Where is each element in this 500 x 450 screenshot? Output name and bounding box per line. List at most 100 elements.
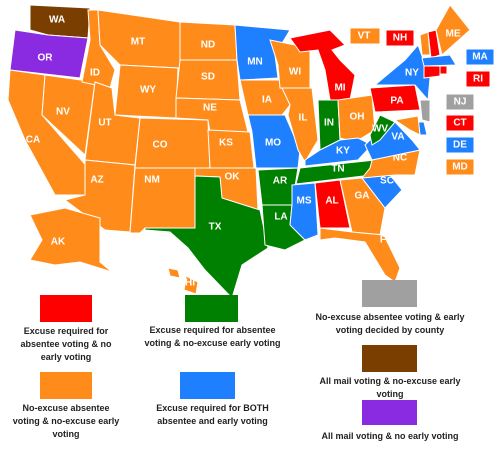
state-label: TX bbox=[209, 222, 222, 233]
state-label: SC bbox=[380, 176, 394, 187]
state-label: NE bbox=[203, 103, 217, 114]
legend-label: No-excuse absentee voting & early voting… bbox=[315, 312, 465, 335]
state-label: LA bbox=[274, 212, 287, 223]
state-label: KY bbox=[336, 146, 350, 157]
state-label: NC bbox=[393, 153, 407, 164]
state-label: KS bbox=[219, 138, 233, 149]
state-label: NV bbox=[56, 107, 70, 118]
state-label: WY bbox=[140, 85, 156, 96]
legend-swatch bbox=[40, 372, 92, 399]
state-label: NM bbox=[144, 175, 160, 186]
legend-swatch bbox=[362, 280, 417, 307]
state-shape bbox=[129, 167, 196, 234]
state-shape bbox=[9, 29, 89, 79]
state-label: IA bbox=[262, 95, 272, 106]
state-label: MD bbox=[452, 162, 468, 173]
state-label: ME bbox=[446, 29, 461, 40]
state-shape bbox=[239, 79, 291, 116]
state-shape bbox=[373, 44, 431, 102]
state-shape bbox=[421, 54, 457, 67]
state-shape bbox=[435, 4, 471, 56]
state-shape bbox=[393, 115, 421, 136]
state-label: AZ bbox=[90, 175, 103, 186]
state-callout bbox=[445, 93, 475, 111]
state-label: MO bbox=[265, 138, 281, 149]
state-shape bbox=[207, 129, 255, 169]
state-label: WV bbox=[372, 124, 388, 135]
state-shape bbox=[281, 87, 319, 163]
legend-label: All mail voting & no-excuse early voting bbox=[319, 376, 461, 399]
state-shape bbox=[319, 227, 401, 283]
state-shape bbox=[419, 31, 431, 56]
state-label: VA bbox=[391, 132, 404, 143]
state-callout bbox=[465, 48, 495, 66]
state-callout bbox=[445, 114, 475, 132]
state-callout bbox=[349, 27, 381, 45]
state-label: DE bbox=[453, 140, 467, 151]
legend-label: Excuse required for absentee voting & no… bbox=[20, 326, 112, 362]
state-shape bbox=[183, 275, 199, 295]
state-label: PA bbox=[390, 96, 403, 107]
state-callout bbox=[385, 29, 415, 47]
state-label: WI bbox=[289, 67, 301, 78]
state-shape bbox=[41, 74, 96, 157]
state-label: TN bbox=[331, 164, 344, 175]
state-shape bbox=[144, 175, 269, 299]
state-label: NH bbox=[393, 33, 407, 44]
state-label: MI bbox=[334, 83, 345, 94]
legend-label: Excuse required for absentee voting & no… bbox=[144, 325, 281, 348]
state-label: MA bbox=[472, 52, 488, 63]
state-shape bbox=[423, 65, 441, 79]
state-label: UT bbox=[98, 118, 111, 129]
state-label: IN bbox=[324, 118, 334, 129]
state-label: MS bbox=[297, 196, 312, 207]
state-shape bbox=[439, 65, 448, 75]
legend-label: Excuse required for BOTH absentee and ea… bbox=[156, 403, 269, 426]
state-label: ID bbox=[90, 68, 100, 79]
state-callout bbox=[465, 70, 491, 88]
state-label: CO bbox=[153, 140, 168, 151]
state-label: OR bbox=[38, 53, 54, 64]
state-label: CA bbox=[26, 135, 40, 146]
state-label: NY bbox=[405, 68, 419, 79]
state-shape bbox=[427, 29, 441, 59]
legend-swatch bbox=[185, 295, 238, 322]
legend-swatch bbox=[362, 400, 417, 425]
state-shape bbox=[167, 267, 181, 279]
state-label: RI bbox=[473, 74, 483, 85]
state-shape bbox=[339, 177, 386, 236]
state-label: SD bbox=[201, 72, 215, 83]
state-shape bbox=[419, 99, 431, 123]
state-label: AR bbox=[273, 176, 288, 187]
us-map: WA OR CA NV ID MT WY UT AZ CO NM ND SD NE KS OK TX MN IA MO… bbox=[7, 4, 495, 299]
state-label: HI bbox=[185, 278, 195, 289]
state-label: AL bbox=[325, 196, 338, 207]
state-shape bbox=[369, 114, 396, 146]
state-label: GA bbox=[355, 191, 370, 202]
state-label: FL bbox=[380, 235, 392, 246]
state-callout bbox=[445, 158, 475, 176]
state-label: OH bbox=[350, 112, 365, 123]
state-shape bbox=[234, 24, 291, 81]
state-shape bbox=[314, 179, 351, 229]
legend-swatch bbox=[40, 295, 92, 322]
state-callout bbox=[445, 136, 475, 154]
state-label: AK bbox=[51, 237, 66, 248]
state-label: OK bbox=[225, 172, 241, 183]
legend-swatch bbox=[180, 372, 235, 399]
state-label: VT bbox=[358, 31, 371, 42]
legend-label: No-excuse absentee voting & no-excuse ea… bbox=[12, 403, 120, 439]
state-shape bbox=[337, 94, 376, 143]
state-label: NJ bbox=[454, 97, 467, 108]
legend-swatch bbox=[362, 345, 417, 372]
state-label: WA bbox=[49, 15, 65, 26]
state-label: ND bbox=[201, 40, 215, 51]
state-label: MN bbox=[247, 57, 263, 68]
state-label: CT bbox=[453, 118, 466, 129]
state-label: MT bbox=[131, 37, 145, 48]
state-shape bbox=[29, 207, 113, 273]
state-shape bbox=[134, 117, 211, 169]
state-label: IL bbox=[299, 113, 308, 124]
state-shape bbox=[289, 29, 356, 101]
